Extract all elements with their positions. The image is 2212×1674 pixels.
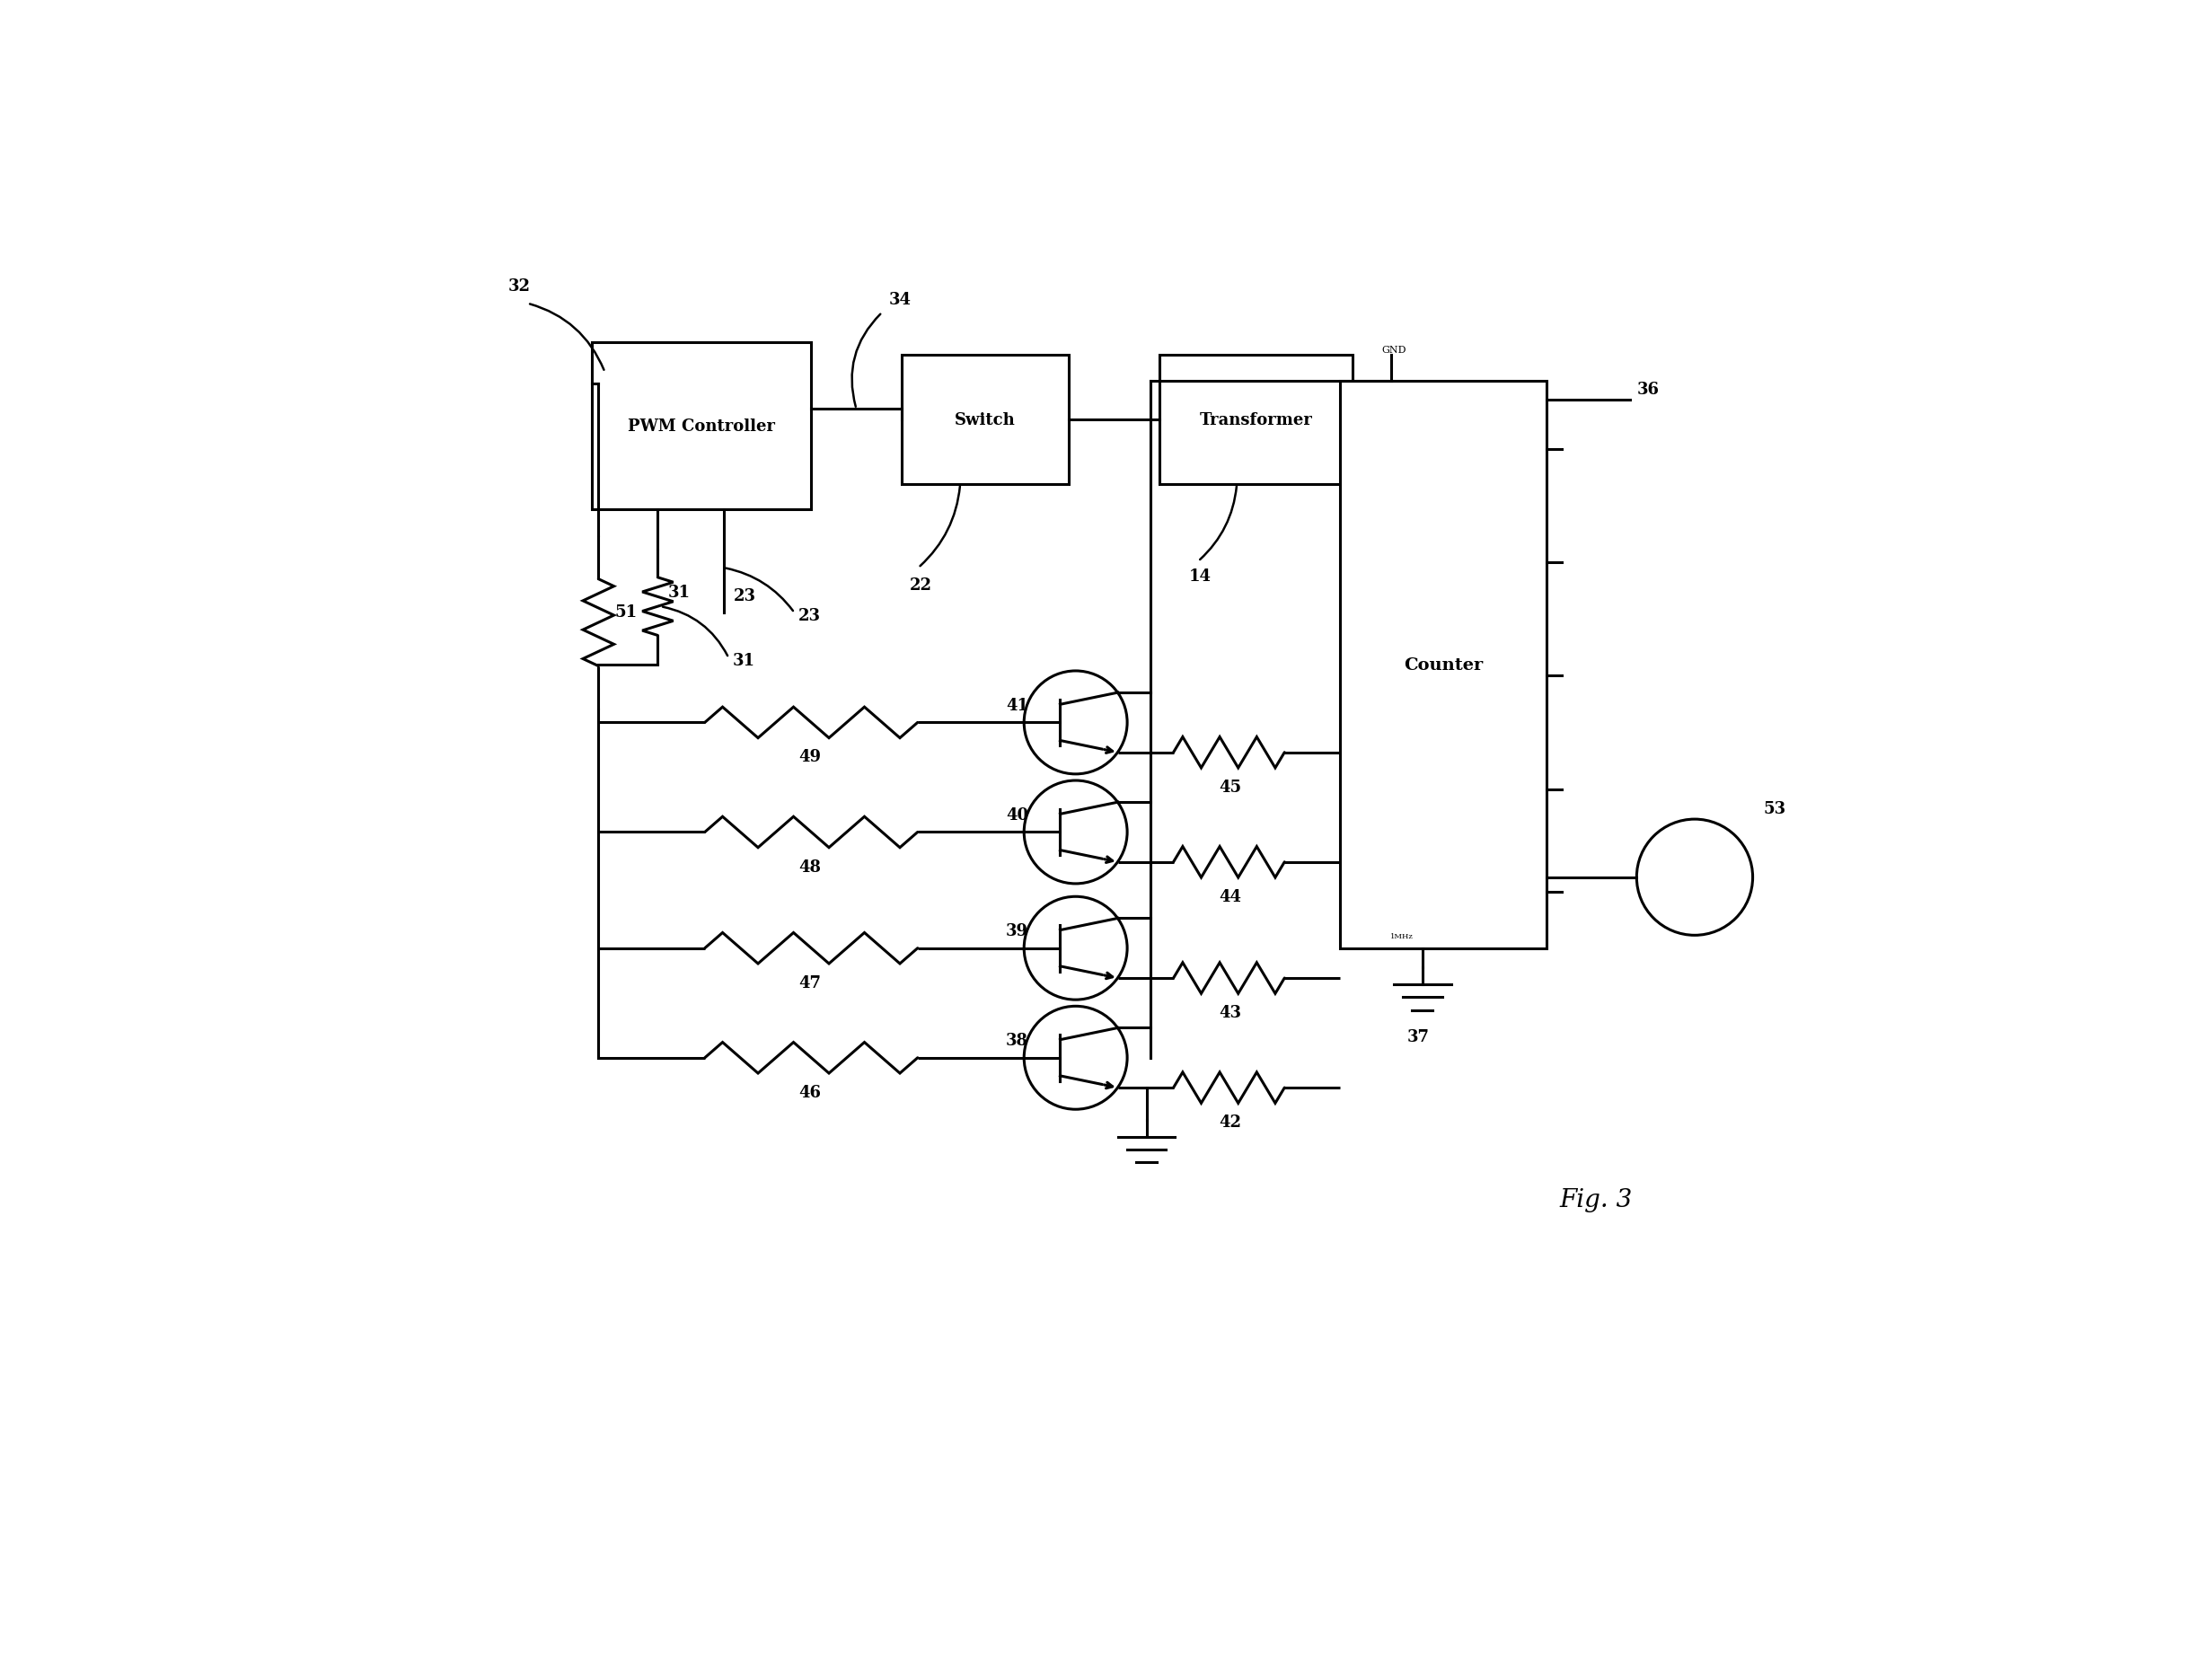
- Text: 22: 22: [909, 578, 931, 594]
- Text: 1MHz: 1MHz: [1391, 932, 1413, 941]
- Text: 36: 36: [1637, 382, 1659, 398]
- Text: 39: 39: [1006, 922, 1029, 939]
- FancyBboxPatch shape: [593, 343, 812, 511]
- Text: 48: 48: [799, 859, 821, 876]
- Text: 49: 49: [799, 748, 821, 765]
- Text: 47: 47: [799, 974, 821, 991]
- Text: 46: 46: [799, 1085, 821, 1100]
- Text: 43: 43: [1219, 1004, 1241, 1021]
- Text: 53: 53: [1763, 800, 1785, 817]
- Text: 23: 23: [734, 588, 757, 604]
- Text: Counter: Counter: [1405, 656, 1482, 673]
- Text: 42: 42: [1219, 1115, 1241, 1130]
- Text: 41: 41: [1006, 698, 1029, 713]
- Text: 40: 40: [1006, 807, 1029, 824]
- FancyBboxPatch shape: [902, 355, 1068, 484]
- Text: 14: 14: [1188, 569, 1210, 584]
- Text: 51: 51: [615, 604, 637, 619]
- Text: GND: GND: [1380, 347, 1407, 355]
- Text: Fig. 3: Fig. 3: [1559, 1187, 1632, 1212]
- Text: 32: 32: [509, 278, 531, 295]
- Text: 23: 23: [799, 608, 821, 623]
- Text: 34: 34: [889, 291, 911, 308]
- Text: 44: 44: [1219, 889, 1241, 904]
- Text: 31: 31: [732, 653, 754, 668]
- Text: PWM Controller: PWM Controller: [628, 418, 774, 435]
- Text: 37: 37: [1407, 1030, 1429, 1045]
- Text: 31: 31: [668, 584, 690, 601]
- Text: Transformer: Transformer: [1199, 412, 1312, 429]
- Text: Switch: Switch: [956, 412, 1015, 429]
- Text: 38: 38: [1006, 1033, 1029, 1048]
- FancyBboxPatch shape: [1159, 355, 1354, 484]
- FancyBboxPatch shape: [1340, 382, 1546, 949]
- Text: 45: 45: [1219, 778, 1241, 795]
